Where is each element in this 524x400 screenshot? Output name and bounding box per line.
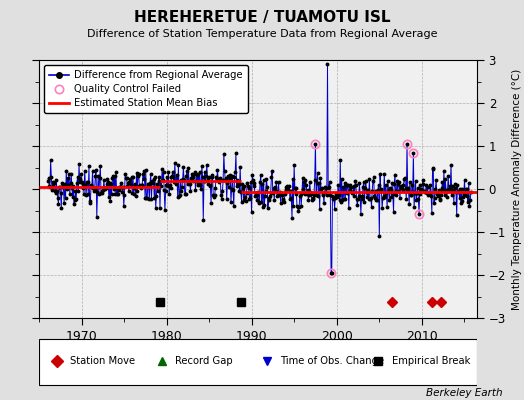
- Text: Difference of Station Temperature Data from Regional Average: Difference of Station Temperature Data f…: [87, 29, 437, 39]
- Text: Berkeley Earth: Berkeley Earth: [427, 388, 503, 398]
- FancyBboxPatch shape: [39, 338, 477, 386]
- Y-axis label: Monthly Temperature Anomaly Difference (°C): Monthly Temperature Anomaly Difference (…: [511, 68, 521, 310]
- Legend: Difference from Regional Average, Quality Control Failed, Estimated Station Mean: Difference from Regional Average, Qualit…: [45, 65, 248, 113]
- Text: Time of Obs. Change: Time of Obs. Change: [280, 356, 384, 366]
- Text: Empirical Break: Empirical Break: [391, 356, 470, 366]
- Text: Station Move: Station Move: [70, 356, 135, 366]
- Text: HEREHERETUE / TUAMOTU ISL: HEREHERETUE / TUAMOTU ISL: [134, 10, 390, 25]
- Text: Record Gap: Record Gap: [175, 356, 233, 366]
